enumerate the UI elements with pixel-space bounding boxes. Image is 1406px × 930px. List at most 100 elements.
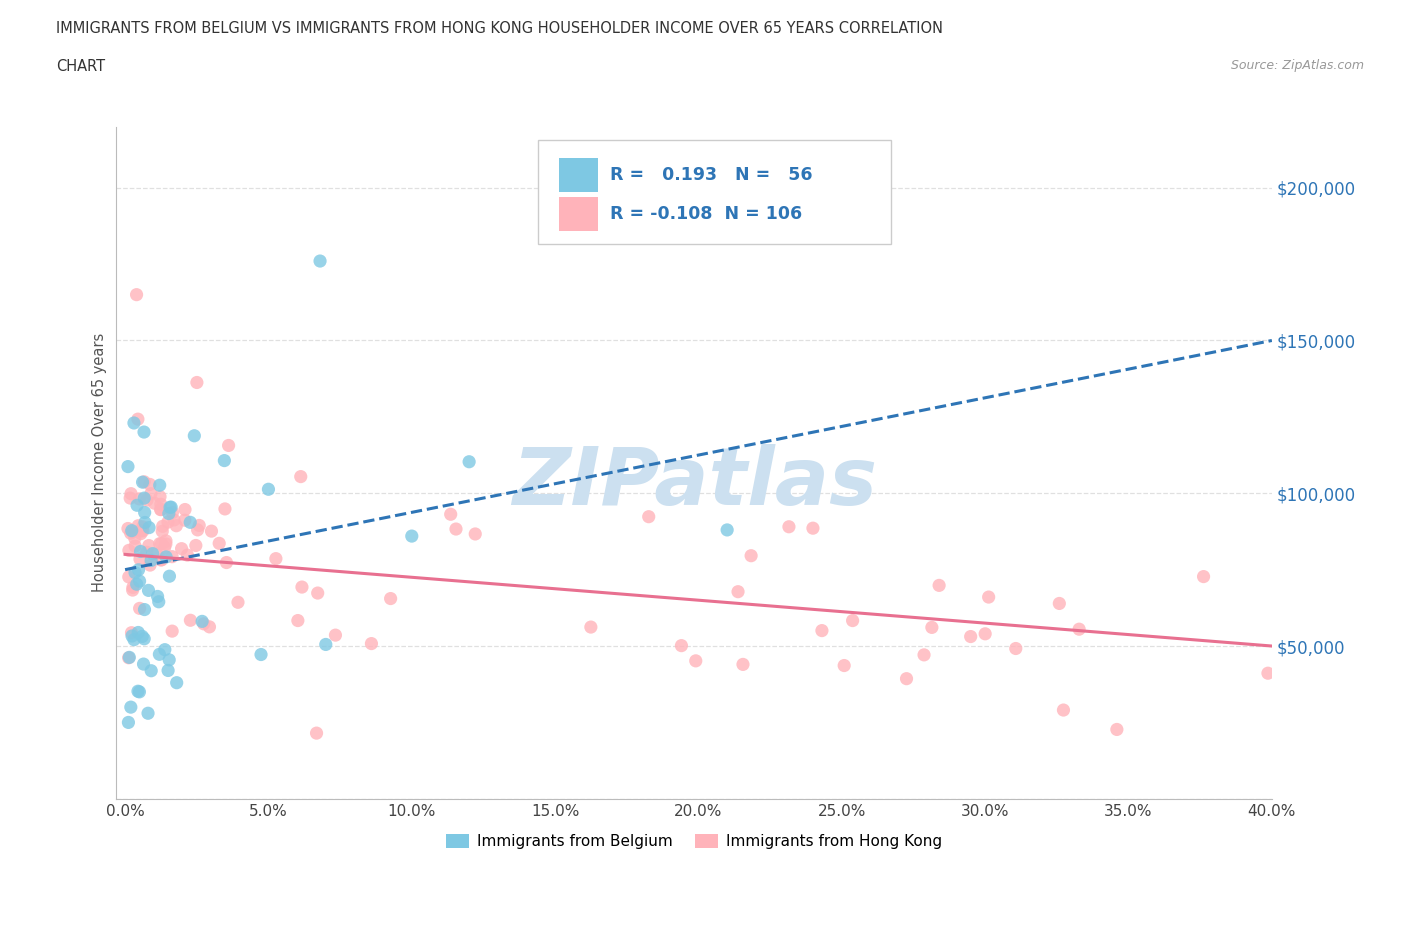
Point bbox=[464, 526, 486, 541]
Text: R =   0.193   N =   56: R = 0.193 N = 56 bbox=[610, 166, 813, 184]
Point bbox=[149, 502, 172, 517]
FancyBboxPatch shape bbox=[560, 158, 599, 192]
Point bbox=[121, 582, 143, 597]
Point bbox=[118, 543, 141, 558]
Point bbox=[122, 580, 145, 595]
Point bbox=[685, 654, 707, 669]
Point bbox=[401, 528, 423, 543]
Point bbox=[128, 684, 150, 699]
Point bbox=[136, 493, 159, 508]
Point bbox=[174, 502, 197, 517]
Point bbox=[132, 520, 155, 535]
Point bbox=[149, 552, 172, 567]
Point bbox=[440, 507, 463, 522]
Point bbox=[193, 617, 215, 631]
Point bbox=[1004, 641, 1026, 656]
Point bbox=[117, 459, 139, 474]
Point bbox=[179, 613, 201, 628]
Point bbox=[166, 675, 188, 690]
Point bbox=[928, 578, 950, 592]
Point bbox=[360, 636, 382, 651]
Point bbox=[141, 663, 163, 678]
Point bbox=[226, 595, 249, 610]
Point bbox=[136, 706, 159, 721]
Point bbox=[215, 555, 238, 570]
Point bbox=[307, 586, 329, 601]
Point bbox=[121, 525, 143, 539]
Point bbox=[150, 552, 173, 567]
Point bbox=[127, 625, 149, 640]
Point bbox=[165, 518, 187, 533]
Point bbox=[305, 725, 328, 740]
Point bbox=[117, 521, 139, 536]
Point bbox=[778, 519, 800, 534]
Point bbox=[811, 623, 834, 638]
Point bbox=[208, 536, 231, 551]
Point bbox=[121, 629, 143, 644]
Point bbox=[125, 577, 148, 591]
Point bbox=[186, 375, 208, 390]
Point bbox=[716, 523, 738, 538]
Point bbox=[148, 647, 170, 662]
Point bbox=[287, 613, 309, 628]
Point bbox=[291, 579, 314, 594]
Point bbox=[974, 627, 997, 642]
Point bbox=[150, 524, 173, 538]
Point bbox=[124, 565, 146, 580]
Point bbox=[187, 523, 209, 538]
Text: IMMIGRANTS FROM BELGIUM VS IMMIGRANTS FROM HONG KONG HOUSEHOLDER INCOME OVER 65 : IMMIGRANTS FROM BELGIUM VS IMMIGRANTS FR… bbox=[56, 21, 943, 36]
Point bbox=[143, 496, 166, 511]
Point bbox=[134, 602, 156, 617]
Point bbox=[740, 549, 762, 564]
Point bbox=[162, 505, 184, 520]
Point bbox=[149, 489, 172, 504]
Point bbox=[250, 647, 273, 662]
Point bbox=[170, 541, 193, 556]
Point bbox=[129, 526, 152, 541]
Point bbox=[149, 537, 172, 551]
Point bbox=[138, 520, 160, 535]
Point bbox=[125, 287, 148, 302]
Point bbox=[127, 412, 149, 427]
Point bbox=[120, 486, 142, 501]
Point bbox=[315, 637, 337, 652]
Point bbox=[977, 590, 1000, 604]
Point bbox=[148, 594, 170, 609]
Point bbox=[183, 429, 205, 444]
Point bbox=[155, 534, 177, 549]
Point bbox=[131, 474, 153, 489]
Point bbox=[153, 540, 176, 555]
Point bbox=[458, 455, 481, 470]
Point bbox=[139, 558, 162, 573]
Point bbox=[118, 650, 141, 665]
Point bbox=[731, 657, 754, 671]
Point bbox=[214, 453, 236, 468]
Point bbox=[155, 537, 177, 551]
Point bbox=[139, 477, 162, 492]
Point bbox=[142, 546, 165, 561]
Point bbox=[727, 584, 749, 599]
Point bbox=[146, 589, 169, 604]
Y-axis label: Householder Income Over 65 years: Householder Income Over 65 years bbox=[93, 333, 107, 592]
Point bbox=[150, 537, 173, 551]
Point bbox=[218, 438, 240, 453]
Point bbox=[129, 544, 152, 559]
Point bbox=[121, 524, 143, 538]
Point bbox=[257, 482, 280, 497]
Point bbox=[1105, 722, 1128, 737]
Point bbox=[841, 613, 863, 628]
Point bbox=[128, 601, 150, 616]
Point bbox=[157, 653, 180, 668]
Point bbox=[124, 531, 146, 546]
Point bbox=[128, 563, 150, 578]
FancyBboxPatch shape bbox=[560, 197, 599, 231]
Point bbox=[579, 619, 602, 634]
Point bbox=[801, 521, 824, 536]
Point bbox=[159, 569, 181, 584]
Point bbox=[191, 614, 214, 629]
Point bbox=[124, 538, 146, 553]
Point bbox=[149, 478, 172, 493]
Point bbox=[135, 545, 157, 560]
Point bbox=[138, 583, 160, 598]
Text: CHART: CHART bbox=[56, 59, 105, 73]
